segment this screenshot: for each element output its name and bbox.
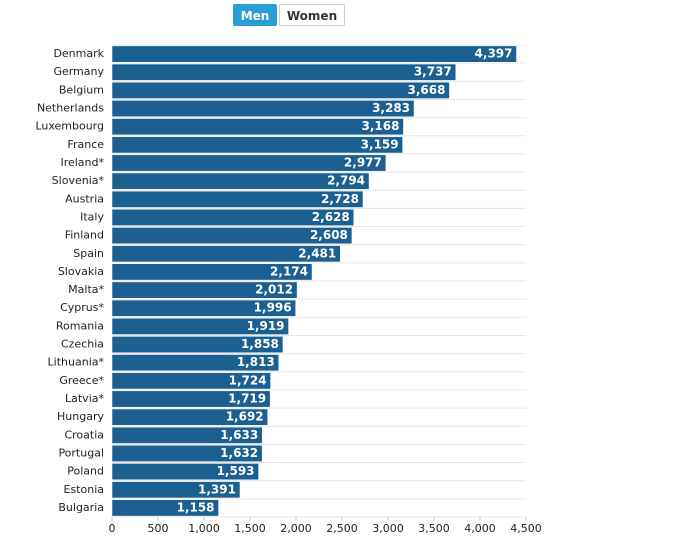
x-tick-label: 2,500 <box>326 522 358 535</box>
bar <box>111 463 259 481</box>
bar <box>111 281 298 299</box>
bar <box>111 317 289 335</box>
bar <box>111 372 271 390</box>
category-label: Austria <box>65 192 104 205</box>
x-tick-label: 3,000 <box>372 522 404 535</box>
value-label: 1,724 <box>229 373 267 387</box>
category-label: Finland <box>65 229 104 242</box>
category-label: Greece* <box>59 374 104 387</box>
value-label: 1,996 <box>254 301 292 315</box>
toggle-button[interactable]: Men <box>233 4 277 26</box>
value-label: 2,628 <box>312 210 350 224</box>
bar <box>111 408 268 426</box>
value-label: 1,813 <box>237 355 275 369</box>
x-tick-label: 500 <box>148 522 169 535</box>
value-label: 1,632 <box>220 446 258 460</box>
value-label: 2,174 <box>270 264 308 278</box>
bar <box>111 445 263 462</box>
category-label: Czechia <box>61 338 104 351</box>
value-label: 1,919 <box>247 319 285 333</box>
bar <box>111 63 457 81</box>
x-tick-label: 1,500 <box>234 522 266 535</box>
x-tick-label: 2,000 <box>280 522 312 535</box>
value-label: 3,668 <box>407 83 445 97</box>
value-label: 2,977 <box>344 156 382 170</box>
value-label: 3,283 <box>372 101 410 115</box>
value-label: 3,737 <box>414 65 452 79</box>
category-label: Ireland* <box>60 156 104 169</box>
bar <box>111 118 404 136</box>
value-label: 1,158 <box>177 500 215 514</box>
category-label: Hungary <box>57 410 104 423</box>
value-label: 1,858 <box>241 337 279 351</box>
value-label: 1,593 <box>217 464 255 478</box>
bar <box>111 81 450 99</box>
bar <box>111 426 263 444</box>
category-label: Slovakia <box>58 265 104 278</box>
bar <box>111 481 241 499</box>
x-tick-label: 0 <box>109 522 116 535</box>
bar <box>111 227 353 245</box>
value-label: 3,159 <box>361 137 399 151</box>
toggle-button[interactable]: Women <box>279 4 345 26</box>
value-label: 2,728 <box>321 192 359 206</box>
x-tick-label: 3,500 <box>418 522 450 535</box>
bar <box>111 172 370 190</box>
bar <box>111 390 271 408</box>
value-label: 3,168 <box>361 119 399 133</box>
category-label: Romania <box>56 319 104 332</box>
category-label: France <box>67 138 104 151</box>
bar <box>111 154 387 172</box>
value-label: 2,481 <box>298 246 336 260</box>
x-tick-label: 4,500 <box>510 522 542 535</box>
category-label: Estonia <box>64 483 105 496</box>
x-tick-label: 4,000 <box>464 522 496 535</box>
category-label: Bulgaria <box>58 501 104 514</box>
value-label: 2,608 <box>310 228 348 242</box>
value-label: 1,692 <box>226 410 264 424</box>
value-label: 1,391 <box>198 482 236 496</box>
bar <box>111 263 313 281</box>
x-tick-label: 1,000 <box>188 522 220 535</box>
category-label: Latvia* <box>65 392 104 405</box>
category-label: Malta* <box>68 283 104 296</box>
bar <box>111 336 284 353</box>
value-label: 1,719 <box>228 392 266 406</box>
category-label: Lithuania* <box>48 356 105 369</box>
category-label: Italy <box>80 210 104 223</box>
bar <box>111 136 403 154</box>
value-label: 1,633 <box>220 428 258 442</box>
category-label: Germany <box>53 65 104 78</box>
bar <box>111 354 280 372</box>
bar <box>111 209 355 226</box>
bar <box>111 299 296 317</box>
category-label: Netherlands <box>37 102 104 115</box>
value-label: 2,012 <box>255 283 293 297</box>
bar <box>111 45 517 63</box>
category-label: Portugal <box>58 446 104 459</box>
category-label: Cyprus* <box>60 301 104 314</box>
category-label: Poland <box>67 465 104 478</box>
category-label: Spain <box>73 247 104 260</box>
value-label: 4,397 <box>475 47 513 61</box>
bar <box>111 499 219 517</box>
value-label: 2,794 <box>327 174 365 188</box>
bar <box>111 190 364 208</box>
category-label: Slovenia* <box>52 174 105 187</box>
category-label: Croatia <box>64 428 104 441</box>
category-label: Luxembourg <box>35 120 104 133</box>
bar <box>111 100 415 117</box>
category-label: Belgium <box>59 83 104 96</box>
bar <box>111 245 341 263</box>
category-label: Denmark <box>53 47 104 60</box>
